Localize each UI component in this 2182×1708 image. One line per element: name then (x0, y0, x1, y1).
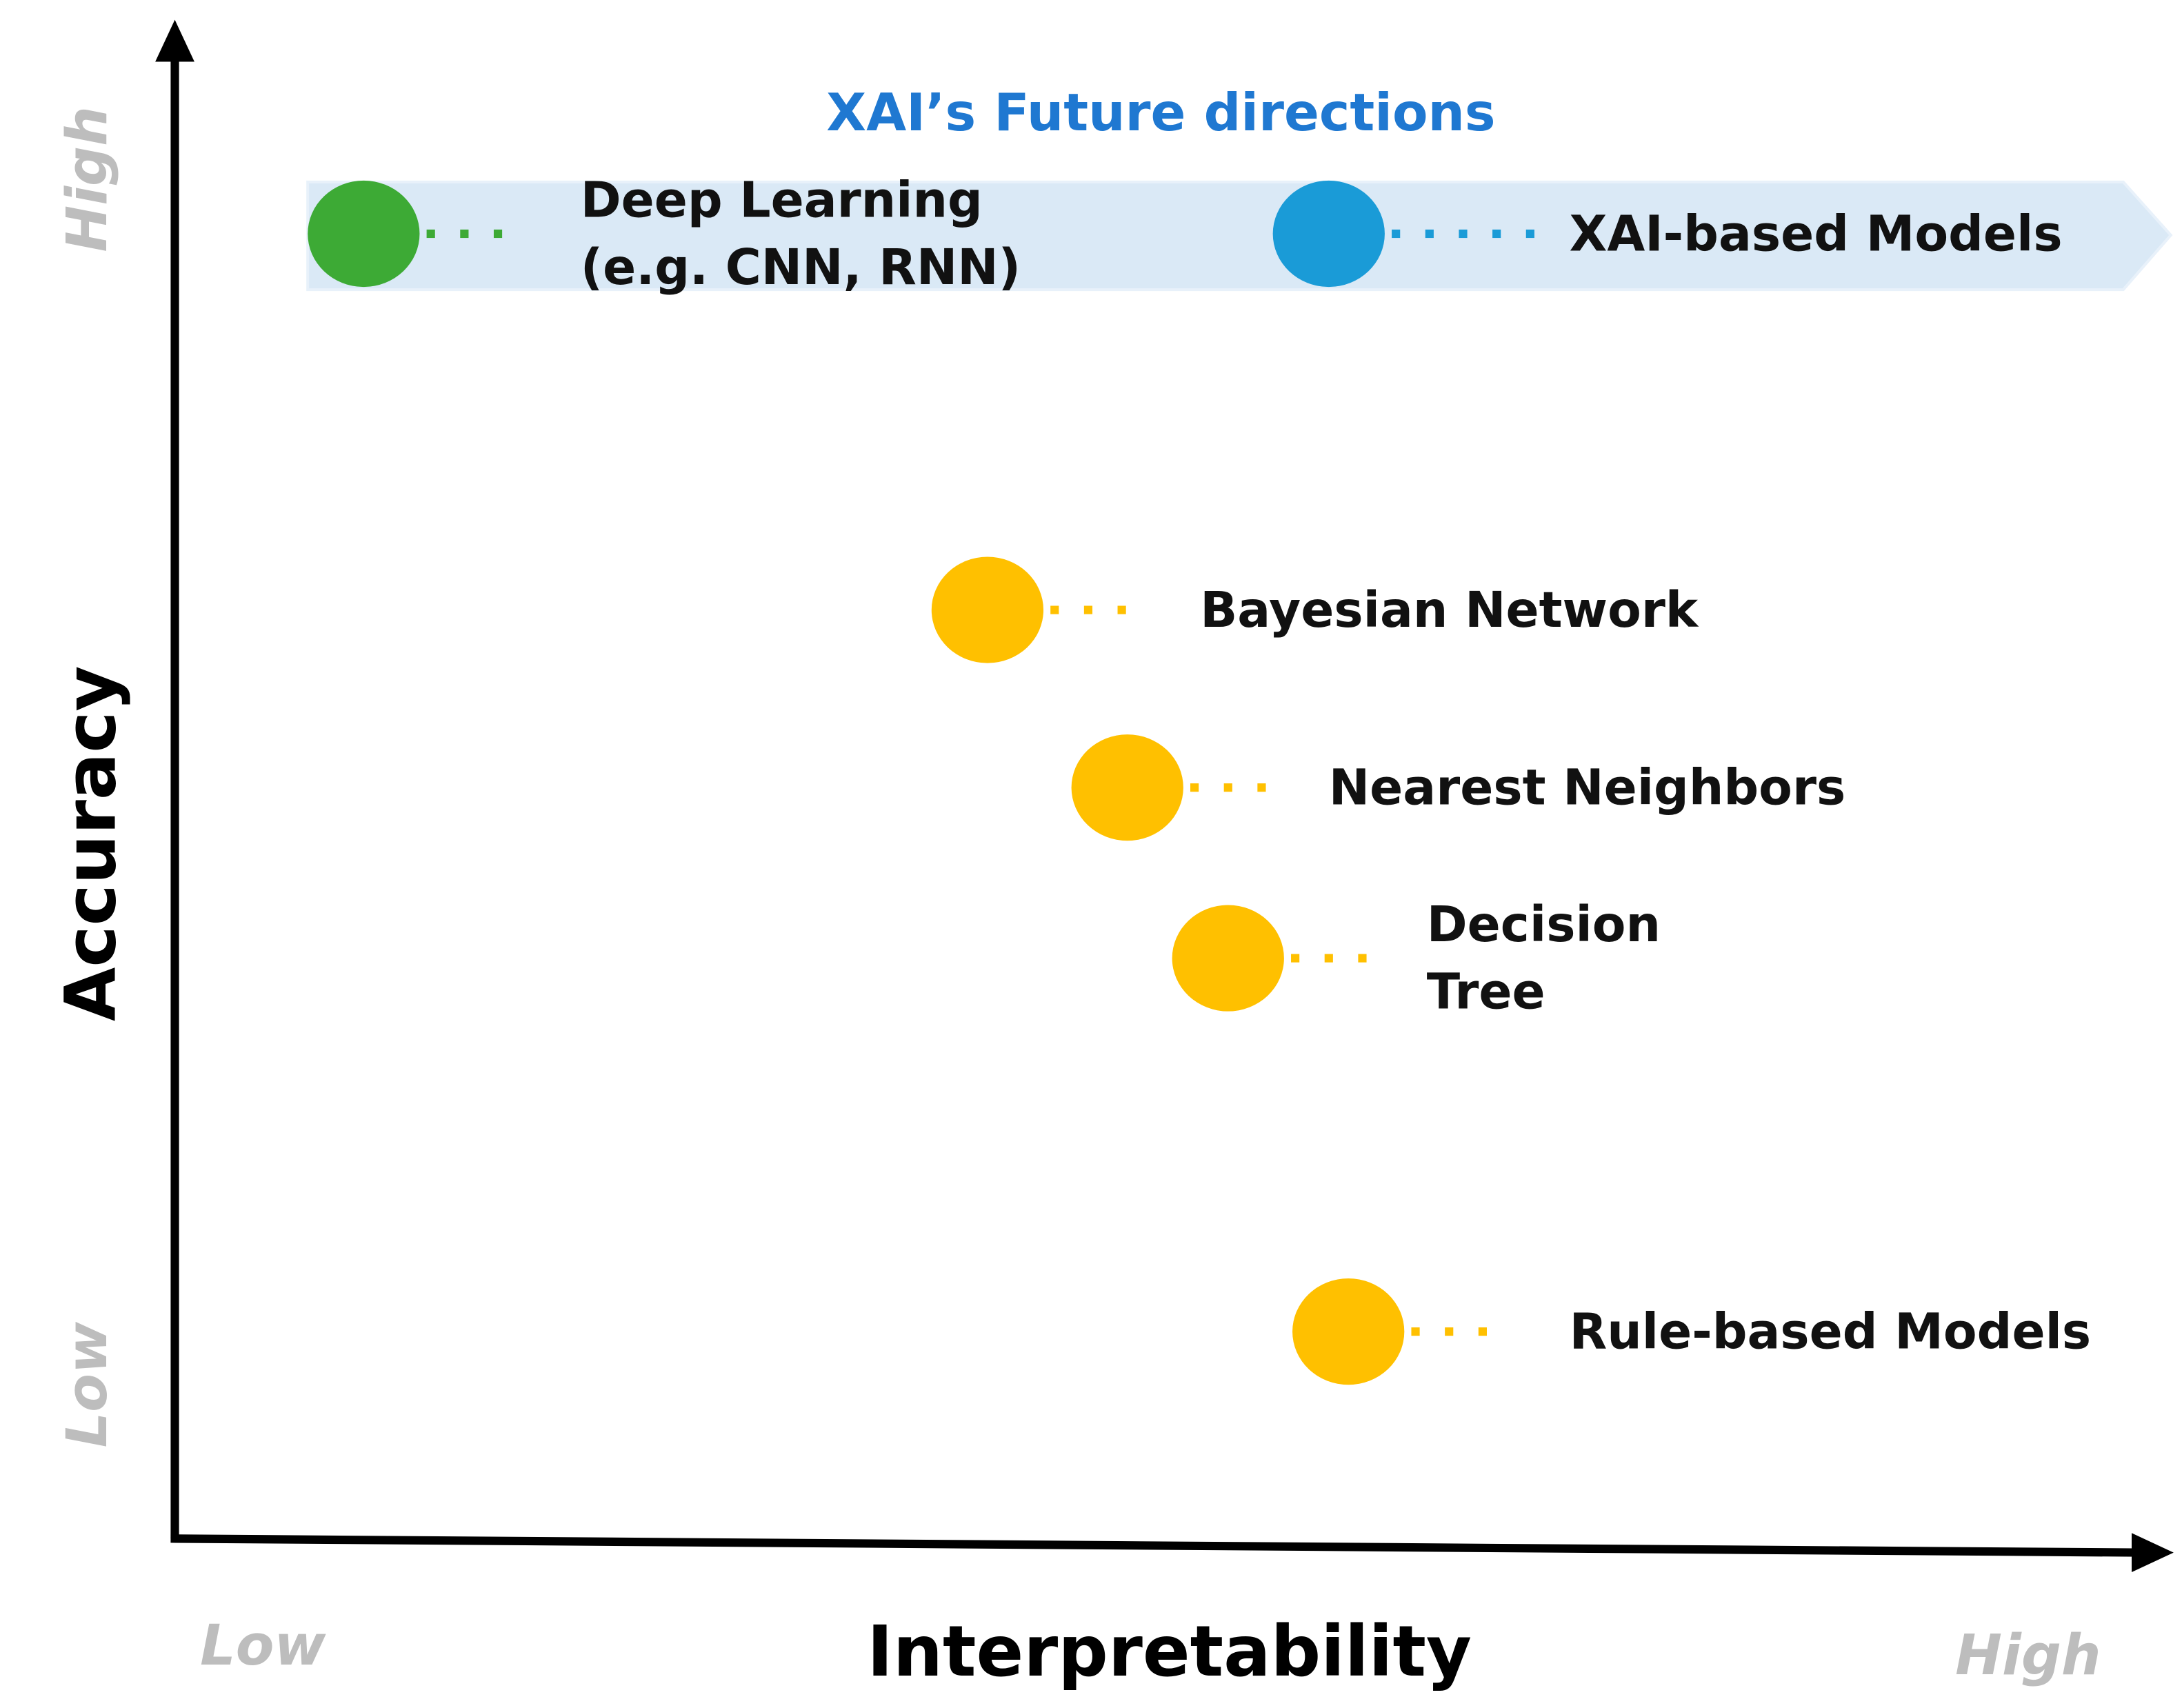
model-3-label: Rule-based Models (1570, 1303, 2092, 1360)
model-0: Bayesian Network (931, 556, 1699, 663)
connector-dot (1050, 605, 1059, 614)
connector-dot (1291, 954, 1300, 963)
connector-dot (426, 229, 435, 239)
x-axis-high-label: High (1955, 1623, 2101, 1688)
connector-dot (1425, 229, 1434, 239)
y-axis-arrowhead (155, 19, 194, 62)
y-axis-high-label: High (55, 106, 120, 252)
model-0-label: Bayesian Network (1200, 581, 1699, 639)
x-axis-line (170, 1534, 2138, 1557)
future-direction-band (306, 180, 2173, 292)
deep-learning-marker (308, 180, 420, 288)
x-axis-title: Interpretability (867, 1611, 1472, 1692)
model-1: Nearest Neighbors (1071, 734, 1845, 841)
deep-learning-label: Deep Learning (581, 172, 983, 229)
model-2-label: Decision (1427, 896, 1661, 953)
xai-based-models: XAI-based Models (1272, 180, 2063, 288)
y-axis-low-label: Low (55, 1321, 120, 1447)
connector-dot (1358, 954, 1367, 963)
model-1-label: Nearest Neighbors (1329, 758, 1845, 816)
model-2-label: Tree (1427, 963, 1545, 1021)
x-axis-low-label: Low (200, 1614, 326, 1678)
connector-dot (1223, 783, 1232, 792)
connector-dot (1459, 229, 1468, 239)
diagram-title: XAI’s Future directions (826, 82, 1495, 143)
xai-based-models-marker (1272, 180, 1385, 288)
connector-dot (1117, 605, 1126, 614)
connector-dot (1190, 783, 1199, 792)
model-0-marker (931, 556, 1044, 663)
connector-dot (1411, 1327, 1420, 1336)
connector-dot (1445, 1327, 1454, 1336)
connector-dot (1324, 954, 1333, 963)
connector-dot (460, 229, 469, 239)
deep-learning-label: (e.g. CNN, RNN) (581, 239, 1021, 296)
connector-dot (493, 229, 503, 239)
connector-dot (1492, 229, 1501, 239)
model-2: Decision Tree (1172, 896, 1661, 1021)
model-1-marker (1071, 734, 1183, 841)
connector-dot (1525, 229, 1534, 239)
model-2-marker (1172, 905, 1284, 1012)
y-axis-title: Accuracy (50, 666, 131, 1022)
connector-dot (1257, 783, 1266, 792)
xai-based-models-label: XAI-based Models (1570, 205, 2063, 262)
x-axis-arrowhead (2131, 1533, 2174, 1572)
deep-learning: Deep Learning (e.g. CNN, RNN) (308, 172, 1021, 296)
model-3-marker (1292, 1278, 1405, 1385)
connector-dot (1392, 229, 1401, 239)
model-3: Rule-based Models (1292, 1278, 2091, 1385)
connector-dot (1478, 1327, 1487, 1336)
connector-dot (1083, 605, 1093, 614)
